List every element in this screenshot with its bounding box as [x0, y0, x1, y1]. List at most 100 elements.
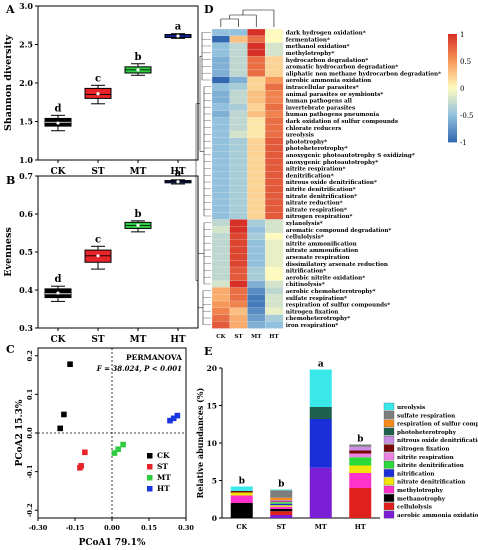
heatmap-row-label: iron respiration* — [286, 323, 339, 329]
x-tick-label: -0.15 — [66, 524, 85, 532]
heatmap-cell — [264, 171, 284, 180]
heatmap-cell — [229, 287, 248, 295]
heatmap-cell — [211, 110, 231, 118]
heatmap-cell — [229, 137, 248, 146]
heatmap-row-label: denitrification* — [286, 173, 334, 179]
legend-label: aerobic ammonia oxidation — [397, 513, 478, 519]
heatmap-row-label: aerobic ammonia oxidation — [286, 78, 371, 84]
heatmap-cell — [247, 212, 266, 220]
heatmap-cell — [229, 158, 248, 166]
heatmap-row-label: methanol oxidation* — [286, 44, 350, 50]
heatmap-cell — [264, 205, 284, 214]
heatmap-row-label: anoxygenic photoautotrophy* — [286, 160, 379, 166]
y-tick-label: 1.5 — [19, 117, 33, 127]
heatmap-cell — [229, 56, 248, 64]
heatmap-cell — [264, 56, 284, 64]
heatmap-cell — [264, 62, 284, 71]
panel-label-e: E — [204, 345, 212, 358]
heatmap-cell — [247, 171, 266, 180]
heatmap-cell — [211, 280, 231, 288]
heatmap-cell — [264, 35, 284, 44]
y-tick-label: 3.0 — [19, 1, 33, 11]
heatmap-cell — [211, 307, 231, 316]
heatmap-cell — [211, 90, 231, 98]
significance-letter: b — [239, 477, 245, 487]
color-scale-segment — [448, 55, 457, 59]
heatmap-cell — [247, 56, 266, 64]
significance-letter: d — [55, 274, 62, 285]
legend-label: nitrogen fixation — [397, 447, 449, 453]
x-tick-label: MT — [130, 167, 147, 177]
heatmap-cell — [264, 260, 284, 268]
heatmap-column-label: MT — [251, 334, 262, 340]
heatmap-row-label: nitrite denitrification* — [286, 187, 356, 193]
heatmap-cell — [247, 83, 266, 91]
x-tick-label: -0.30 — [29, 524, 48, 532]
heatmap-cell — [264, 198, 284, 207]
heatmap-cell — [247, 144, 266, 152]
heatmap-cell — [229, 151, 248, 159]
heatmap-row-label: anoxygenic photoautotrophy S oxidizing* — [286, 153, 415, 159]
heatmap-row-label: nitrous oxide denitrification* — [286, 180, 377, 186]
heatmap-cell — [211, 117, 231, 125]
legend-label: cellulolysis — [397, 505, 432, 511]
legend-label: nitrification — [397, 471, 434, 477]
x-tick-label: 0.15 — [141, 524, 157, 532]
color-scale-segment — [448, 85, 457, 89]
heatmap-cell — [247, 280, 266, 288]
y-axis-label: Shannon diversity — [3, 35, 14, 131]
heatmap-cell — [247, 253, 266, 261]
heatmap-cell — [264, 212, 284, 220]
y-tick-label: 20 — [207, 364, 217, 373]
bar-segment — [309, 407, 332, 419]
heatmap-row-label: human pathogens pneumonia — [286, 112, 380, 118]
bar-segment — [349, 465, 372, 473]
heatmap-cell — [247, 130, 266, 139]
bar-segment — [270, 502, 293, 504]
heatmap-cell — [229, 205, 248, 214]
heatmap-cell — [264, 76, 284, 84]
color-scale-segment — [448, 79, 457, 83]
color-scale-segment — [448, 69, 457, 73]
heatmap-cell — [247, 300, 266, 309]
y-tick-label: 0.5 — [19, 247, 33, 257]
heatmap-cell — [247, 219, 266, 227]
x-tick-label: CK — [236, 523, 247, 531]
color-scale-segment — [448, 120, 457, 124]
y-tick-label: 0.6 — [19, 209, 33, 219]
heatmap-cell — [264, 226, 284, 234]
heatmap-cell — [229, 90, 248, 98]
color-scale-segment — [448, 106, 457, 110]
bar-segment — [270, 511, 293, 515]
point-mt — [111, 450, 118, 456]
color-scale-segment — [448, 36, 457, 40]
point-ck — [67, 361, 73, 368]
legend-swatch-mt — [147, 475, 153, 481]
mean-point — [136, 223, 140, 227]
color-scale-segment — [448, 104, 457, 108]
x-tick-label: HT — [170, 335, 186, 345]
color-scale-segment — [448, 109, 457, 113]
heatmap-row-label: dark oxidation of sulfur compounds — [286, 119, 398, 125]
y-tick-label: 0 — [212, 514, 217, 523]
plot-frame-b — [37, 175, 199, 329]
heatmap-cell — [264, 83, 284, 91]
heatmap-row-label: invertebrate parasites — [286, 105, 355, 111]
bar-segment — [230, 503, 253, 518]
heatmap-column-label: ST — [235, 334, 244, 340]
significance-letter: b — [135, 209, 142, 220]
point-mt — [115, 446, 121, 453]
color-scale-segment — [448, 71, 457, 75]
color-scale-segment — [448, 123, 457, 127]
color-scale-segment — [448, 52, 457, 56]
heatmap-cell — [264, 144, 284, 152]
heatmap-cell — [247, 192, 266, 200]
bar-segment — [270, 489, 293, 491]
heatmap-row-label: chlorate reducers — [286, 126, 342, 132]
heatmap-cell — [211, 83, 231, 91]
heatmap-cell — [211, 62, 231, 71]
legend-label: sulfate respiration — [397, 413, 455, 419]
x-tick-label: CK — [51, 167, 67, 177]
heatmap-cell — [211, 56, 231, 64]
bar-segment — [270, 501, 293, 503]
